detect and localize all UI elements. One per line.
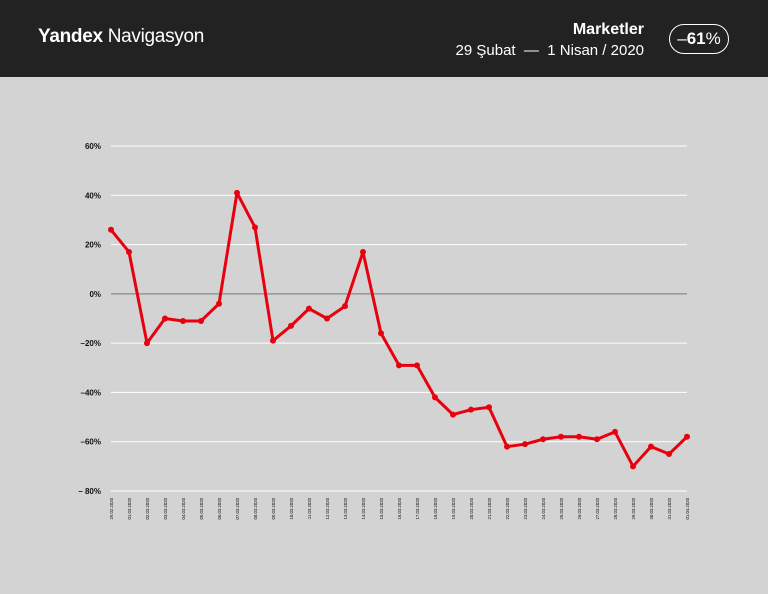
x-tick-label: 22.03.2020: [505, 497, 510, 519]
data-point: [270, 337, 276, 344]
x-tick-label: 06.03.2020: [217, 497, 222, 519]
data-point: [252, 224, 258, 231]
change-badge: –61%: [669, 24, 729, 54]
title-block: Marketler 29 Şubat — 1 Nisan / 2020: [456, 20, 644, 61]
grid-layer: [111, 145, 687, 492]
data-point: [324, 315, 330, 322]
y-tick-label: – 80%: [78, 487, 101, 496]
change-value: 61: [686, 29, 706, 48]
x-tick-label: 05.03.2020: [199, 497, 204, 519]
x-tick-label: 03.03.2020: [163, 497, 168, 519]
x-tick-label: 23.03.2020: [523, 497, 528, 519]
x-tick-label: 21.03.2020: [487, 497, 492, 519]
x-tick-label: 07.03.2020: [235, 497, 240, 519]
data-point: [378, 330, 384, 337]
data-point: [414, 362, 420, 369]
data-point: [108, 226, 114, 233]
data-point: [126, 248, 132, 255]
x-tick-label: 01.03.2020: [127, 497, 132, 519]
brand-name-strong: Yandex: [38, 26, 103, 47]
x-tick-label: 25.03.2020: [559, 497, 564, 519]
chart-area: 60% 40% 20% 0% –20% –40% –60% – 80% 29.02.2020 0…: [0, 77, 768, 589]
data-point: [342, 303, 348, 310]
y-tick-label: 20%: [85, 241, 101, 250]
change-sign: –: [677, 29, 687, 48]
data-point: [450, 411, 456, 418]
y-tick-labels: 60% 40% 20% 0% –20% –40% –60% – 80%: [78, 142, 101, 496]
data-point: [612, 428, 618, 435]
x-tick-labels: 29.02.2020 01.03.2020 02.03.2020 03.03.2020…: [109, 497, 690, 519]
x-tick-label: 27.03.2020: [595, 497, 600, 519]
x-tick-label: 30.03.2020: [649, 497, 654, 519]
data-point: [504, 443, 510, 450]
x-tick-label: 13.03.2020: [343, 497, 348, 519]
data-point: [396, 362, 402, 369]
data-point: [558, 433, 564, 440]
date-range: 29 Şubat — 1 Nisan / 2020: [455, 42, 644, 59]
x-tick-label: 17.03.2020: [415, 497, 420, 519]
y-tick-label: 60%: [85, 142, 101, 151]
data-point: [648, 443, 654, 450]
data-point: [684, 433, 690, 440]
data-point: [432, 394, 438, 401]
x-tick-label: 31.03.2020: [667, 497, 672, 519]
x-tick-label: 29.03.2020: [631, 497, 636, 519]
x-tick-label: 15.03.2020: [379, 497, 384, 519]
brand-name-light: Navigasyon: [107, 26, 205, 47]
change-unit: %: [705, 29, 721, 48]
chart-title: Marketler: [572, 21, 644, 38]
data-point: [360, 248, 366, 255]
data-point: [486, 404, 492, 411]
x-tick-label: 19.03.2020: [451, 497, 456, 519]
series-layer: [109, 191, 689, 468]
y-tick-label: –60%: [81, 438, 101, 447]
data-point: [630, 463, 636, 470]
point-layer: [108, 189, 690, 470]
x-tick-label: 11.03.2020: [307, 497, 312, 519]
data-point: [666, 451, 672, 458]
data-point: [468, 406, 474, 413]
x-tick-label: 26.03.2020: [577, 497, 582, 519]
x-tick-label: 01.04.2020: [685, 497, 690, 519]
header-bar: Yandex Navigasyon Marketler 29 Şubat — 1…: [0, 0, 768, 77]
data-point: [234, 189, 240, 196]
data-point: [180, 317, 186, 324]
data-point: [306, 305, 312, 312]
y-tick-label: 40%: [85, 191, 101, 200]
y-tick-label: –40%: [81, 388, 101, 397]
x-tick-label: 29.02.2020: [109, 497, 114, 519]
brand-logo: Yandex Navigasyon: [38, 26, 204, 48]
line-chart: 60% 40% 20% 0% –20% –40% –60% – 80% 29.02.2020 0…: [78, 142, 690, 520]
data-point: [198, 317, 204, 324]
x-tick-label: 14.03.2020: [361, 497, 366, 519]
data-point: [144, 340, 150, 347]
data-point: [162, 315, 168, 322]
data-point: [594, 436, 600, 443]
x-tick-label: 20.03.2020: [469, 497, 474, 519]
x-tick-label: 28.03.2020: [613, 497, 618, 519]
x-tick-label: 02.03.2020: [145, 497, 150, 519]
y-tick-label: –20%: [81, 339, 101, 348]
x-tick-label: 04.03.2020: [181, 497, 186, 519]
data-point: [216, 300, 222, 307]
data-point: [522, 441, 528, 448]
y-tick-label: 0%: [89, 290, 101, 299]
data-point: [288, 322, 294, 329]
x-tick-label: 12.03.2020: [325, 497, 330, 519]
x-tick-label: 16.03.2020: [397, 497, 402, 519]
series-line: [109, 191, 689, 468]
data-point: [540, 436, 546, 443]
data-point: [576, 433, 582, 440]
x-tick-label: 24.03.2020: [541, 497, 546, 519]
x-tick-label: 08.03.2020: [253, 497, 258, 519]
x-tick-label: 10.03.2020: [289, 497, 294, 519]
x-tick-label: 18.03.2020: [433, 497, 438, 519]
x-tick-label: 09.03.2020: [271, 497, 276, 519]
